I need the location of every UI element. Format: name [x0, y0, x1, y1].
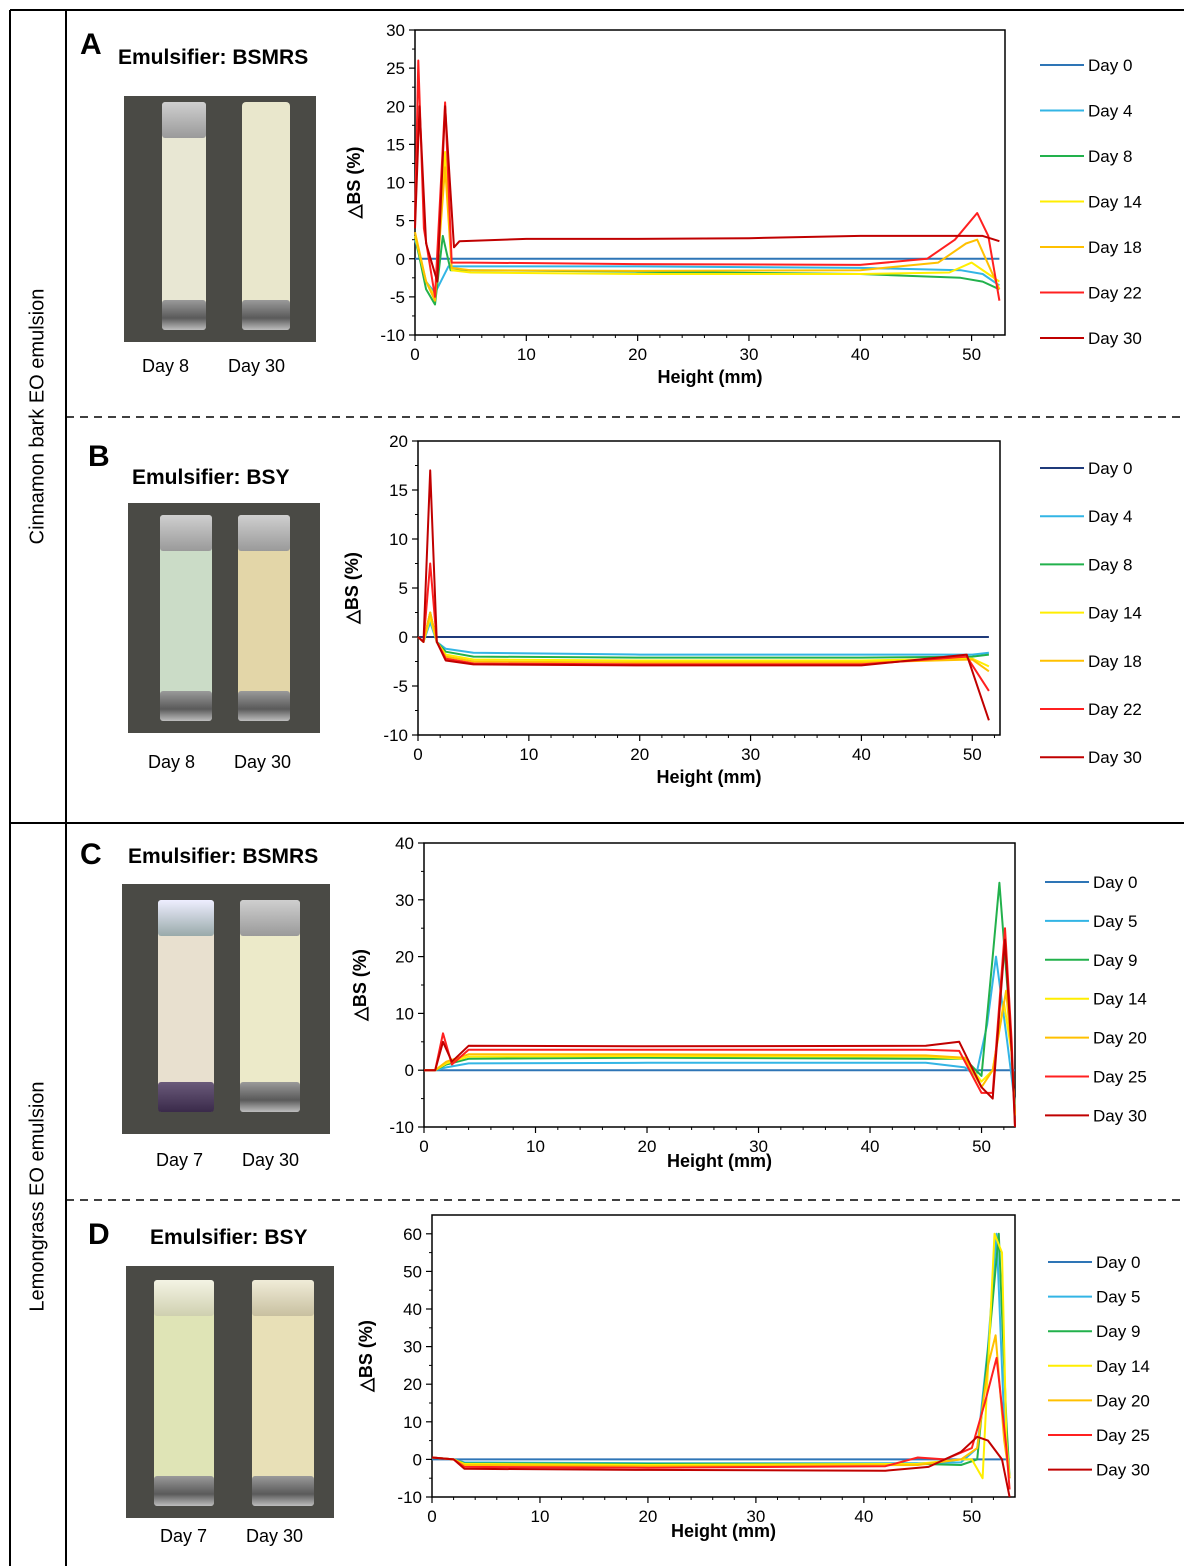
tube-a-day8: [162, 102, 206, 330]
photo-label-d-2: Day 30: [246, 1526, 304, 1546]
photo-label-c-2: Day 30: [242, 1150, 300, 1170]
section-label-cinnamon: Cinnamon bark EO emulsion: [26, 288, 49, 545]
emulsifier-title-d: Emulsifier: BSY: [150, 1226, 308, 1249]
photo-label-c-1: Day 7: [156, 1150, 204, 1170]
photo-label-a-2: Day 30: [228, 356, 286, 376]
panel-letter-b: B: [88, 440, 110, 473]
photo-c: [122, 884, 330, 1134]
tube-d-day7: [154, 1280, 214, 1506]
tube-c-day7: [158, 900, 214, 1112]
photo-label-b-2: Day 30: [234, 752, 292, 772]
photo-label-d-1: Day 7: [160, 1526, 208, 1546]
section-label-lemongrass: Lemongrass EO emulsion: [26, 1081, 49, 1312]
photo-a: [124, 96, 316, 342]
photo-d: [126, 1266, 334, 1518]
tube-b-day8: [160, 515, 212, 721]
tube-c-day30: [240, 900, 300, 1112]
emulsifier-title-c: Emulsifier: BSMRS: [128, 845, 319, 868]
emulsifier-title-a: Emulsifier: BSMRS: [118, 46, 309, 69]
tube-a-day30: [242, 102, 290, 330]
panel-letter-a: A: [80, 28, 102, 61]
photo-label-b-1: Day 8: [148, 752, 196, 772]
tube-b-day30: [238, 515, 290, 721]
tube-d-day30: [252, 1280, 314, 1506]
photo-label-a-1: Day 8: [142, 356, 190, 376]
panel-letter-d: D: [88, 1218, 110, 1251]
emulsifier-title-b: Emulsifier: BSY: [132, 466, 290, 489]
photo-b: [128, 503, 320, 733]
panel-letter-c: C: [80, 838, 102, 871]
